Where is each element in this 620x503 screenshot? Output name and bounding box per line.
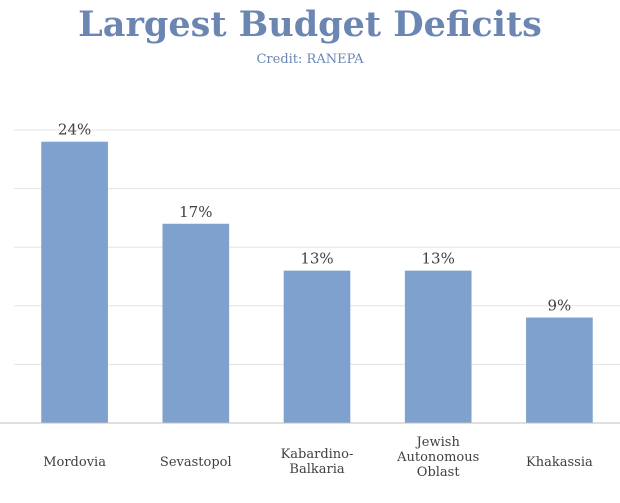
x-tick-label: Autonomous — [396, 450, 479, 465]
x-tick-label: Sevastopol — [160, 455, 232, 470]
x-tick-label: Jewish — [415, 435, 461, 450]
value-labels: 24% 17% 13% 13% 9% — [58, 121, 571, 315]
bar — [41, 141, 108, 423]
bars — [41, 141, 593, 423]
x-tick-label: Kabardino- — [281, 447, 354, 462]
bar — [162, 223, 230, 423]
x-tick-label: Khakassia — [526, 455, 593, 470]
data-label: 9% — [548, 297, 572, 315]
data-label: 13% — [300, 250, 333, 268]
x-tick-label: Balkaria — [289, 462, 344, 477]
chart-title: Largest Budget Deficits — [78, 4, 542, 45]
bar — [404, 270, 472, 423]
x-tick-label: Oblast — [417, 465, 461, 480]
chart-subtitle: Credit: RANEPA — [256, 52, 364, 67]
bar — [283, 270, 351, 423]
bar — [526, 317, 593, 423]
data-label: 13% — [422, 250, 455, 268]
x-tick-labels: Mordovia Sevastopol Kabardino-Balkaria Jewi… — [43, 435, 593, 480]
data-label: 24% — [58, 121, 91, 139]
data-label: 17% — [179, 203, 212, 221]
x-tick-label: Mordovia — [43, 455, 106, 470]
